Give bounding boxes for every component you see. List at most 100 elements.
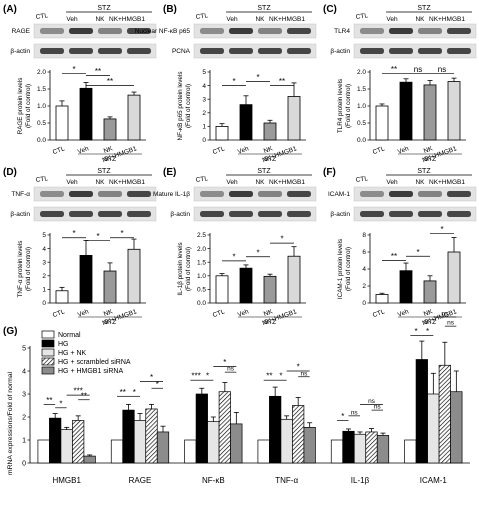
- protein-band: [69, 28, 93, 34]
- legend-label: HG + NK: [58, 350, 87, 357]
- legend: Normal HG HG + NK HG + scrambled siRNA HG + …: [41, 330, 131, 375]
- protein-blot-strip: [353, 186, 477, 202]
- protein-band: [447, 28, 471, 34]
- loading-band: [389, 211, 413, 217]
- blot-header: CTL STZ Veh NK NK+HMGB1: [355, 5, 472, 23]
- protein-band: [98, 28, 122, 34]
- blot-header: CTL STZ Veh NK NK+HMGB1: [355, 168, 472, 186]
- sig-label: *: [416, 248, 419, 257]
- bar: [269, 395, 282, 464]
- y-tick-label: 1.5: [37, 86, 46, 93]
- sig-label: ns: [300, 370, 308, 377]
- panel-b: (B) CTL STZ Veh NK NK+HMGB1 Nuclear NF-κB p65 P…: [135, 4, 317, 164]
- sig-label: *: [256, 248, 259, 257]
- protein-band: [98, 191, 122, 197]
- loading-blot-label: β-actin: [330, 48, 350, 55]
- y-tick-label: 2: [202, 110, 206, 117]
- legend-label: HG + scrambled siRNA: [58, 359, 131, 366]
- x-tick-label: CTL: [52, 308, 66, 319]
- blot-label-ctl: CTL: [355, 12, 369, 21]
- sig-label: *: [206, 372, 209, 381]
- bar: [83, 455, 96, 464]
- loading-blot-label: β-actin: [10, 211, 30, 218]
- x-tick-label: Veh: [237, 308, 250, 319]
- y-tick-label: 2.0: [197, 246, 206, 253]
- bar: [399, 81, 413, 141]
- protein-blot-strip: [33, 186, 157, 202]
- sig-label: ns: [447, 320, 455, 327]
- loading-band: [98, 211, 122, 217]
- y-tick-label: 0: [202, 137, 206, 144]
- stz-x-label: STZ: [264, 156, 276, 163]
- sig-label: ns: [227, 366, 235, 373]
- blot-label-group: NK+HMGB1: [109, 179, 145, 186]
- blot-label-ctl: CTL: [35, 12, 49, 21]
- sig-label: **: [107, 77, 113, 86]
- panel-letter: (A): [3, 4, 17, 15]
- x-tick-label: CTL: [212, 145, 226, 156]
- sig-label: *: [280, 235, 283, 244]
- sig-label: ***: [73, 387, 82, 396]
- loading-band: [229, 48, 253, 54]
- panel-letter: (C): [323, 4, 337, 15]
- protein-blot-label: RAGE: [12, 28, 31, 35]
- legend-label: HG: [58, 341, 69, 348]
- loading-blot-strip: [33, 206, 157, 222]
- y-tick-label: 1.0: [357, 103, 366, 110]
- y-axis-label-line: (Fold of control): [185, 247, 192, 291]
- x-tick-label: CTL: [372, 145, 386, 156]
- y-tick-label: 0.0: [197, 300, 206, 307]
- blot-label-group: NK: [255, 179, 265, 186]
- y-axis-label-line: RAGE protein levels: [17, 78, 24, 135]
- sig-label: *: [133, 388, 136, 397]
- legend-swatch: [41, 330, 55, 339]
- mrna-chart: (G) 0 1 2 3 4 5 mRNA expressions/Fold of normal…: [3, 310, 470, 485]
- loading-band: [287, 211, 311, 217]
- panel-letter: (B): [163, 4, 177, 15]
- loading-blot-label: β-actin: [170, 211, 190, 218]
- loading-band: [200, 48, 224, 54]
- sig-label: ns: [374, 404, 382, 411]
- y-tick-label: 4: [42, 246, 46, 253]
- loading-blot-label: PCNA: [172, 48, 191, 55]
- y-axis-label-line: NF-κB p65 protein levels: [177, 72, 184, 141]
- bar: [127, 94, 141, 141]
- y-axis-label-line: (Fold of control): [25, 247, 32, 291]
- blot-label-ctl: CTL: [35, 175, 49, 184]
- blot-label-stz: STZ: [97, 5, 111, 12]
- y-tick-label: 3: [42, 259, 46, 266]
- y-tick-label: 4: [362, 266, 366, 273]
- bar: [215, 126, 229, 141]
- blot-label-group: Veh: [66, 179, 78, 186]
- blot-label-group: NK+HMGB1: [429, 179, 465, 186]
- legend-label: HG + HMGB1 siRNA: [58, 368, 123, 375]
- blot-label-group: NK+HMGB1: [269, 179, 305, 186]
- y-axis-label-line: TLR4 protein levels: [337, 79, 344, 133]
- y-tick-label: 1: [22, 438, 26, 445]
- bar: [110, 439, 124, 464]
- bar: [37, 439, 50, 464]
- x-tick-label: Veh: [77, 308, 90, 319]
- bar: [184, 439, 197, 464]
- loading-blot-strip: [33, 43, 157, 59]
- x-tick-label: Veh: [237, 145, 250, 156]
- panel-f: (F) CTL STZ Veh NK NK+HMGB1 ICAM-1 β-actin 0 2 4 6 8…: [323, 167, 477, 327]
- sig-label: ns: [438, 65, 446, 74]
- sig-label: ns: [351, 409, 359, 416]
- loading-band: [98, 48, 122, 54]
- protein-band: [447, 191, 471, 197]
- bar: [218, 391, 231, 464]
- panel-letter: (E): [163, 167, 176, 178]
- bar: [427, 393, 440, 464]
- legend-swatch: [41, 357, 55, 366]
- bar: [423, 84, 437, 141]
- bar: [303, 427, 316, 464]
- x-tick-label: RAGE: [129, 476, 152, 485]
- loading-band: [200, 211, 224, 217]
- y-axis-label-line: IL-1β protein levels: [177, 242, 184, 295]
- y-tick-label: 0.0: [37, 137, 46, 144]
- blot-label-group: Veh: [226, 16, 238, 23]
- bar: [60, 429, 73, 464]
- loading-band: [360, 48, 384, 54]
